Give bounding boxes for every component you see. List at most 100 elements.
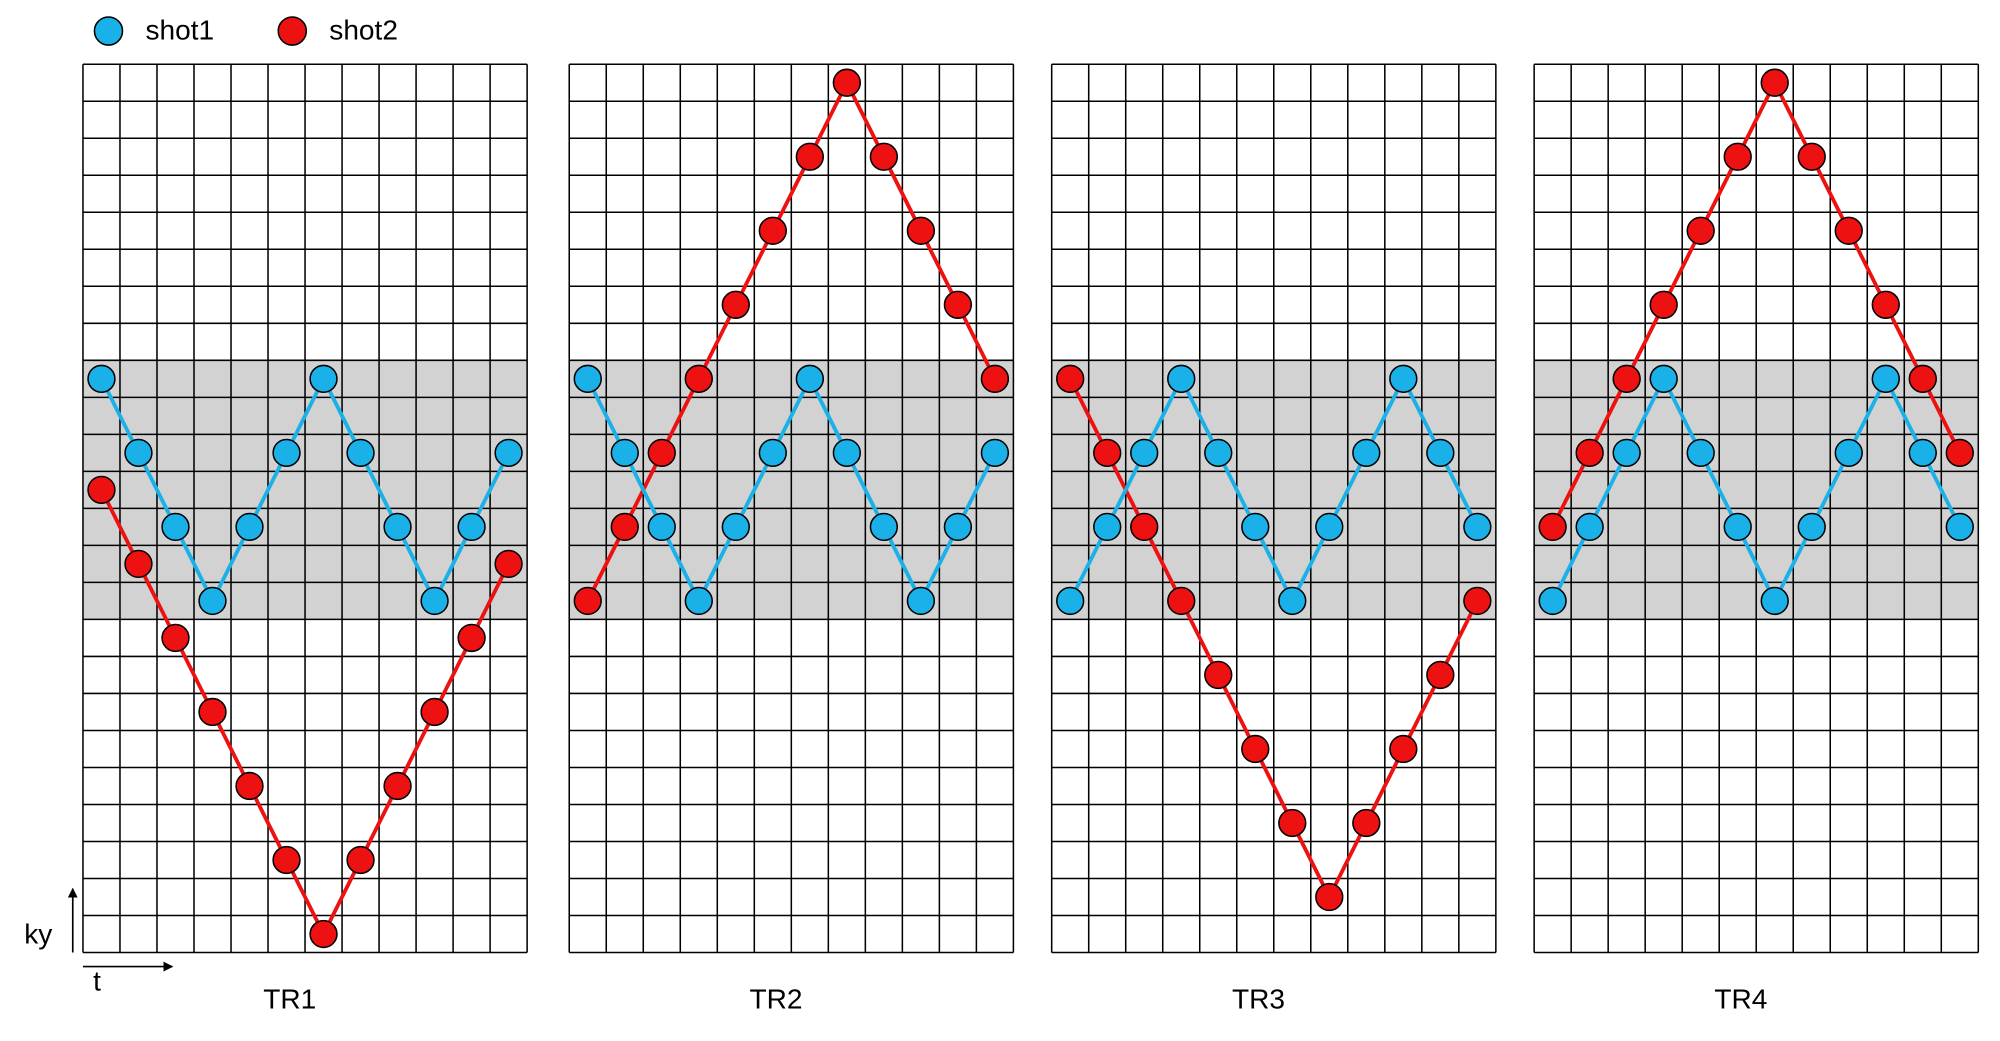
shot-point [346,845,375,875]
shot-point [494,438,523,468]
shot-point [1538,512,1567,542]
shot-point [684,586,713,616]
shot-point [272,438,301,468]
shot-point [1204,660,1233,690]
shot-point [1130,438,1159,468]
shot-point [235,771,264,801]
shot-point [124,438,153,468]
shot-point [1130,512,1159,542]
shot-point [1723,512,1752,542]
shot-point [1945,438,1974,468]
shot-point [1686,438,1715,468]
shot-point [1760,68,1789,97]
shot-point [1352,808,1381,838]
shot-point [1908,364,1937,393]
shot-point [869,512,899,542]
shot-point [1575,438,1604,468]
shot-point [1241,512,1270,542]
shot-point [1056,586,1085,616]
shot-point [906,216,936,245]
shot-point [573,364,602,393]
panel: TR4 [1533,63,1980,1014]
shot-point [124,549,153,579]
shot-point [309,919,338,949]
panel-title: TR4 [1714,983,1767,1014]
shot-point [1352,438,1381,468]
shot-point [457,623,486,653]
shot-point [943,512,973,542]
shot-point [1797,512,1826,542]
shot-point [1278,808,1307,838]
shot-point [383,512,412,542]
panel: TR3 [1050,63,1497,1014]
panel-title: TR3 [1232,983,1285,1014]
shot-point [1649,290,1678,319]
shot-point [235,512,264,542]
y-axis-label: ky [24,918,52,949]
legend-marker [93,16,124,46]
shot-point [1575,512,1604,542]
shot-point [1834,216,1863,245]
shot-point [832,68,862,97]
legend: shot1 shot2 [93,15,398,46]
shot-point [610,438,639,468]
shot-point [758,438,787,468]
shot-point [420,697,449,727]
shot-point [1093,438,1122,468]
panel-title: TR2 [749,983,802,1014]
shot-point [1389,364,1418,393]
shot-point [980,438,1010,468]
shot-point [1649,364,1678,393]
shot-point [610,512,639,542]
shot-point [1871,364,1900,393]
shot-point [647,438,676,468]
shot-point [906,586,936,616]
shot-point [1612,438,1641,468]
shot-point [1426,438,1455,468]
shot-point [1241,734,1270,764]
panel-title: TR1 [263,983,316,1014]
legend-label: shot2 [329,15,398,46]
shot-point [795,364,824,393]
shot-point [1871,290,1900,319]
shot-point [161,623,190,653]
shot-point [1908,438,1937,468]
shot-point [1723,142,1752,171]
shot-point [980,364,1010,393]
shot-point [1463,586,1492,616]
shot-point [1315,512,1344,542]
shot-point [1538,586,1567,616]
shot-point [1463,512,1492,542]
shot-point [943,290,973,319]
shot-point [684,364,713,393]
shot-point [1389,734,1418,764]
panel: TR2 [568,63,1015,1014]
shot-point [1760,586,1789,616]
shot-point [721,290,750,319]
shot-point [1797,142,1826,171]
shot-point [420,586,449,616]
shot-point [87,475,116,505]
shot-point [758,216,787,245]
shot-point [87,364,116,393]
panel: TR1 [82,63,528,1014]
shot-point [832,438,862,468]
shot-point [272,845,301,875]
shot-point [1686,216,1715,245]
shot-point [869,142,899,171]
shot-point [647,512,676,542]
shot-point [494,549,523,579]
shot-point [1278,586,1307,616]
shot-point [721,512,750,542]
x-axis-label: t [93,966,101,997]
shot-point [346,438,375,468]
shot-point [309,364,338,393]
shot-point [795,142,824,171]
legend-label: shot1 [146,15,215,46]
shot-point [1612,364,1641,393]
shot-point [1834,438,1863,468]
shot-point [383,771,412,801]
shot-point [1315,882,1344,912]
